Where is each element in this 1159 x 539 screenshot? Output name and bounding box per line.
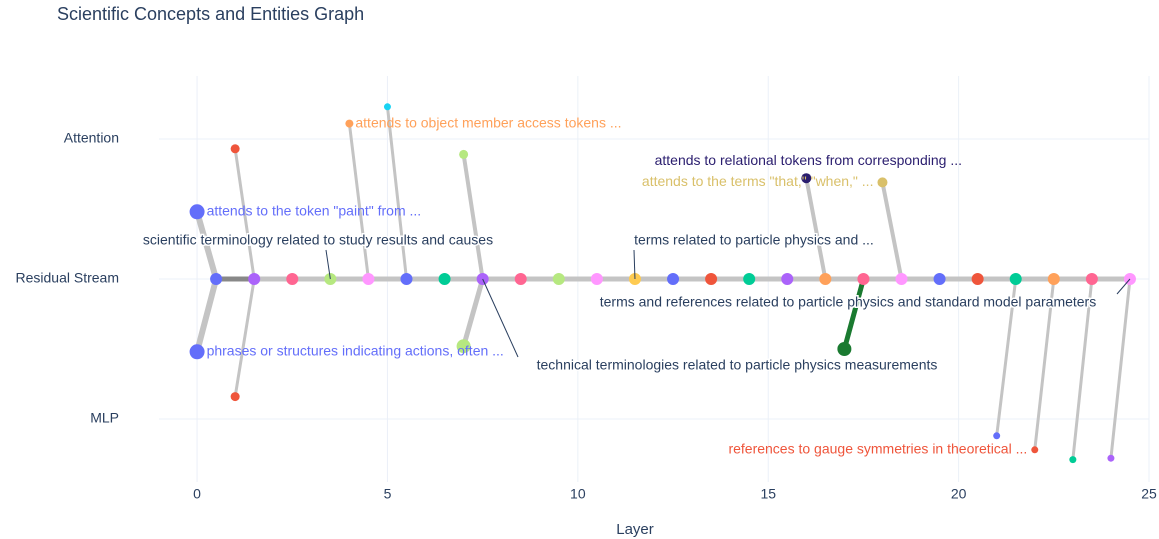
x-tick-label: 15: [760, 486, 776, 502]
nodes: [189, 103, 1136, 464]
node: [1085, 273, 1098, 285]
node: [705, 273, 718, 285]
edge: [347, 122, 370, 281]
node: [993, 432, 1001, 440]
labels: attends to the token "paint" from ... phr…: [141, 114, 1131, 457]
edge: [1071, 277, 1094, 462]
edge: [385, 105, 408, 281]
edge: [995, 277, 1018, 438]
node: [459, 149, 469, 159]
node: [456, 339, 471, 354]
node: [1047, 273, 1060, 285]
edge: [461, 276, 486, 349]
node: [590, 273, 603, 285]
edges: [194, 105, 1133, 462]
node: [857, 273, 870, 285]
node-label: attends to the terms "that," "when," ...: [642, 173, 874, 189]
node: [230, 144, 240, 154]
edge: [804, 176, 828, 281]
node: [189, 204, 205, 220]
node: [383, 103, 391, 111]
node: [819, 273, 832, 285]
node: [1031, 446, 1039, 454]
y-tick-label: MLP: [90, 410, 119, 426]
node: [362, 273, 375, 285]
node: [801, 173, 812, 184]
node: [877, 177, 888, 188]
node: [230, 392, 240, 402]
node: [743, 273, 756, 285]
annotation-arrow: [633, 249, 636, 280]
node: [552, 273, 565, 285]
annotation-arrow: [482, 278, 519, 358]
x-tick-label: 20: [951, 486, 967, 502]
x-axis-label: Layer: [616, 521, 654, 538]
node: [514, 273, 527, 285]
edge: [233, 147, 256, 281]
node-label: phrases or structures indicating actions…: [207, 343, 504, 359]
node: [345, 119, 354, 128]
node: [438, 273, 451, 285]
node: [1069, 456, 1077, 464]
node-label: attends to relational tokens from corres…: [655, 152, 962, 168]
edge: [1109, 277, 1132, 460]
edge: [1033, 277, 1056, 452]
x-tick-label: 25: [1141, 486, 1157, 502]
annotation: scientific terminology related to study …: [143, 232, 493, 248]
node: [933, 273, 946, 285]
annotation-arrow: [1116, 278, 1131, 295]
node: [667, 273, 680, 285]
node: [400, 273, 413, 285]
node: [248, 273, 261, 285]
node: [210, 273, 223, 285]
annotation: terms and references related to particle…: [600, 294, 1096, 310]
edge: [233, 277, 256, 399]
edge: [461, 152, 485, 281]
edge: [880, 180, 904, 281]
edge: [194, 276, 220, 355]
edge: [841, 276, 866, 352]
node: [837, 342, 852, 356]
x-tick-label: 10: [570, 486, 586, 502]
node-label: attends to the token "paint" from ...: [207, 203, 422, 219]
node: [189, 344, 205, 360]
node: [971, 273, 984, 285]
y-tick-label: Attention: [64, 130, 119, 146]
grid: 0 5 10 15 20 25 Attention Residual Stream MLP: [16, 76, 1157, 502]
edge: [194, 208, 220, 282]
node: [1107, 454, 1115, 462]
node-label: attends to object member access tokens .…: [355, 114, 621, 130]
chart-title: Scientific Concepts and Entities Graph: [57, 4, 364, 24]
node: [781, 273, 794, 285]
y-tick-label: Residual Stream: [16, 270, 120, 286]
annotation: technical terminologies related to parti…: [537, 357, 938, 373]
annotation-arrow: [325, 249, 331, 280]
annotation: terms related to particle physics and ..…: [634, 232, 874, 248]
x-tick-label: 0: [193, 486, 201, 502]
node-label: references to gauge symmetries in theore…: [728, 441, 1027, 457]
node: [286, 273, 299, 285]
node: [1009, 273, 1022, 285]
x-tick-label: 5: [384, 486, 392, 502]
node: [895, 273, 908, 285]
